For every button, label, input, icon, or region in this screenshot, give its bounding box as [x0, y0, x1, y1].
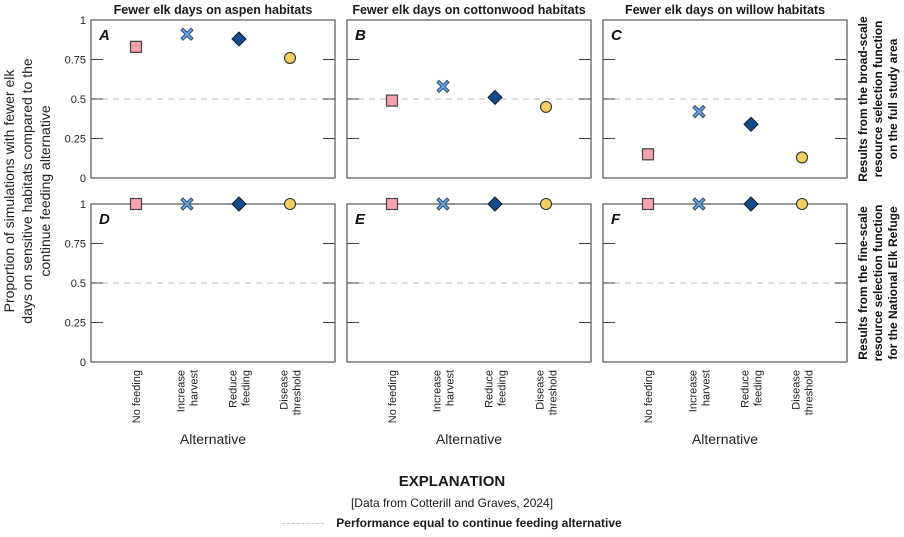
data-point-x	[692, 197, 706, 211]
panel-frame	[90, 19, 336, 179]
panel-letter: A	[98, 27, 110, 44]
y-tick-label: 1	[80, 199, 86, 211]
panel-frame	[602, 19, 848, 179]
panel-a: 0 0.25 0.5 0.75 1A	[65, 15, 336, 185]
y-axis-label: Proportion of simulations with fewer elk	[1, 69, 17, 313]
x-category-label: threshold	[292, 370, 304, 415]
data-point-square	[385, 94, 399, 107]
x-category-label: Increase	[176, 370, 188, 412]
data-point-circle	[283, 197, 297, 211]
y-axis-label: days on sensitive habitats compared to t…	[19, 58, 35, 324]
panel-letter: B	[355, 27, 366, 44]
row-label: resource selection function	[871, 205, 885, 362]
y-tick-label: 0.5	[71, 278, 86, 290]
elk-habitat-chart: Fewer elk days on aspen habitats Fewer el…	[1, 3, 900, 447]
panel-f: F No feeding Increase harvest Reduce feeding D…	[602, 196, 848, 447]
explanation-title: EXPLANATION	[398, 473, 506, 490]
y-tick-label: 0.75	[65, 239, 86, 251]
row-label: on the full study area	[886, 38, 900, 159]
x-category-label: Reduce	[228, 370, 240, 408]
panel-d: 0 0.25 0.5 0.75 1 D No feeding Increase harvest R…	[65, 196, 336, 447]
y-tick-label: 0.5	[71, 94, 86, 106]
x-category-label: feeding	[497, 370, 509, 406]
data-point-x	[436, 79, 450, 94]
row-label: resource selection function	[871, 21, 885, 178]
panel-e: E No feeding Increase harvest Reduce feeding D…	[346, 196, 592, 447]
data-point-square	[129, 197, 143, 211]
panel-letter: F	[611, 211, 621, 228]
data-point-square	[641, 148, 655, 161]
data-point-circle	[795, 197, 809, 211]
y-tick-label: 0.25	[65, 134, 86, 146]
x-category-label: No feeding	[643, 370, 655, 423]
column-title: Fewer elk days on cottonwood habitats	[352, 3, 585, 17]
x-axis-label: Alternative	[436, 431, 502, 447]
y-tick-label: 0	[80, 173, 86, 185]
legend-item-reference-line: Performance equal to continue feeding al…	[0, 516, 904, 530]
data-point-square	[129, 40, 143, 53]
x-category-label: feeding	[753, 370, 765, 406]
row-label: for the National Elk Refuge	[886, 206, 900, 360]
panel-letter: D	[99, 211, 110, 228]
panel-frame	[346, 19, 592, 179]
panel-letter: C	[611, 27, 623, 44]
x-category-label: harvest	[189, 370, 201, 406]
x-category-label: Reduce	[740, 370, 752, 408]
column-title: Fewer elk days on willow habitats	[625, 3, 825, 17]
y-axis-label: continue feeding alternative	[37, 105, 53, 276]
x-category-label: harvest	[701, 370, 713, 406]
y-tick-label: 0	[80, 357, 86, 369]
data-point-diamond	[231, 196, 247, 212]
x-category-label: threshold	[804, 370, 816, 415]
data-point-circle	[283, 51, 297, 64]
data-point-diamond	[231, 31, 247, 47]
y-tick-label: 0.25	[65, 318, 86, 330]
x-category-label: Disease	[791, 370, 803, 410]
panel-letter: E	[355, 211, 366, 228]
panel-frame	[90, 203, 336, 363]
explanation-source: [Data from Cotterill and Graves, 2024]	[350, 496, 554, 510]
column-title: Fewer elk days on aspen habitats	[114, 3, 313, 17]
dashed-line-icon	[282, 523, 325, 525]
x-axis-label: Alternative	[180, 431, 246, 447]
panel-frame	[346, 203, 592, 363]
data-point-diamond	[487, 196, 503, 212]
data-point-x	[692, 104, 706, 119]
x-category-label: harvest	[445, 370, 457, 406]
x-category-label: feeding	[241, 370, 253, 406]
y-tick-label: 1	[80, 15, 86, 27]
x-axis-label: Alternative	[692, 431, 758, 447]
data-point-diamond	[743, 116, 759, 132]
x-category-label: Increase	[688, 370, 700, 412]
x-category-label: Reduce	[484, 370, 496, 408]
row-label: Results from the fine-scale	[856, 206, 870, 360]
data-point-x	[436, 197, 450, 211]
data-point-diamond	[743, 196, 759, 212]
x-category-label: No feeding	[387, 370, 399, 423]
x-category-label: threshold	[548, 370, 560, 415]
data-point-circle	[539, 197, 553, 211]
data-point-circle	[795, 151, 809, 164]
data-point-square	[385, 197, 399, 211]
panel-frame	[602, 203, 848, 363]
panel-b: B	[346, 19, 592, 179]
row-label: Results from the broad-scale	[856, 16, 870, 182]
data-point-x	[180, 27, 194, 41]
panel-c: C	[602, 19, 848, 179]
data-point-circle	[539, 100, 553, 113]
y-tick-label: 0.75	[65, 55, 86, 67]
x-category-label: Increase	[432, 370, 444, 412]
x-category-label: Disease	[279, 370, 291, 410]
x-category-label: Disease	[535, 370, 547, 410]
x-category-label: No feeding	[131, 370, 143, 423]
legend-label: Performance equal to continue feeding al…	[336, 516, 622, 530]
data-point-square	[641, 197, 655, 211]
data-point-x	[180, 197, 194, 211]
data-point-diamond	[487, 89, 503, 106]
